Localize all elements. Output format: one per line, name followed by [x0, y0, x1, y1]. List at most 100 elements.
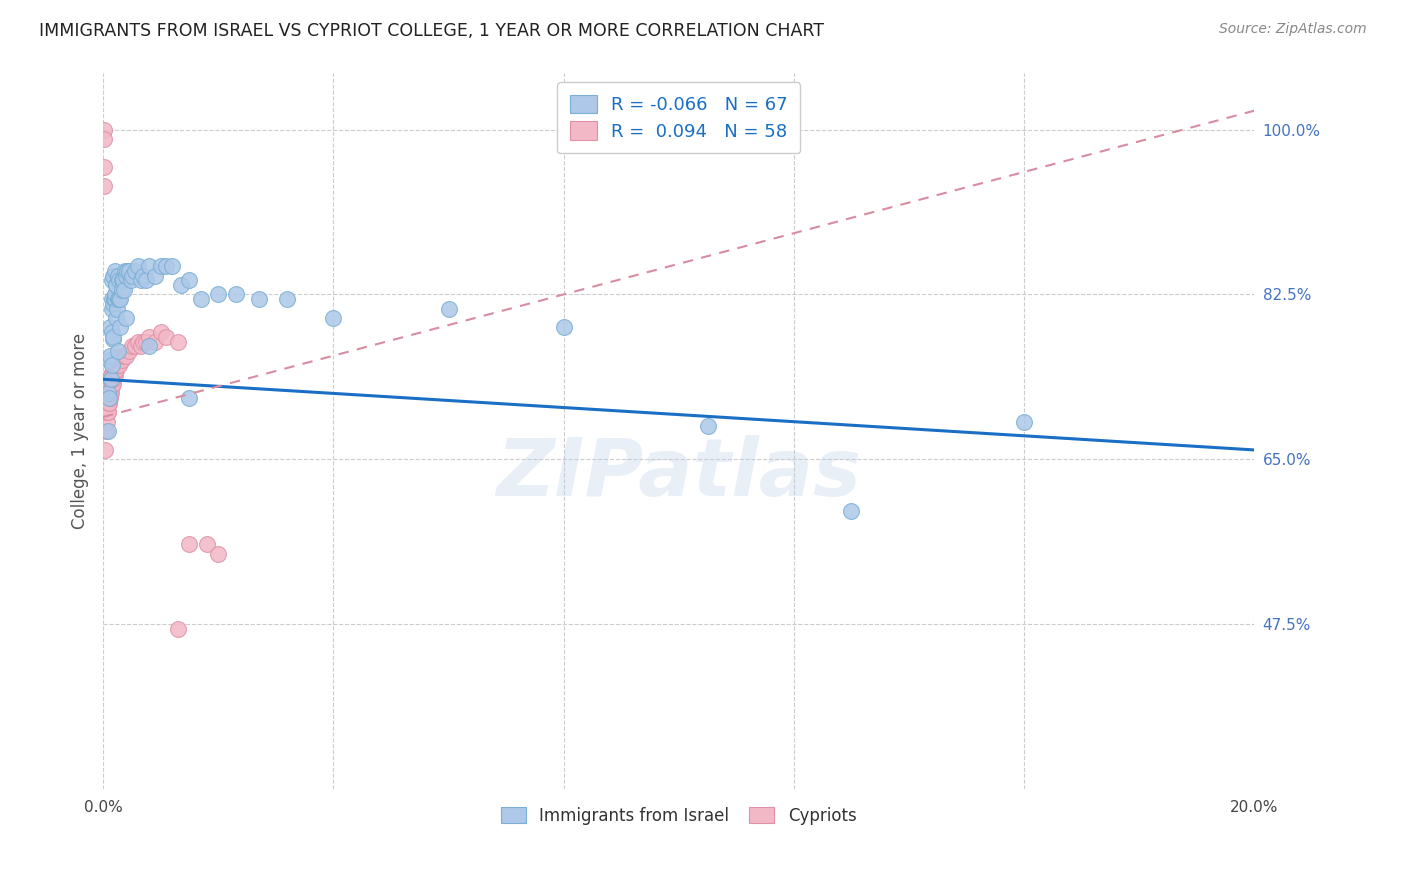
Point [138, 330, 160, 344]
Point [135, 334, 157, 349]
Point [100, 368, 122, 382]
Point [104, 287, 127, 301]
Point [93, 160, 115, 174]
Point [101, 332, 124, 346]
Y-axis label: College, 1 year or more: College, 1 year or more [72, 333, 89, 529]
Point [247, 292, 270, 306]
Point [98, 396, 121, 410]
Point [110, 292, 132, 306]
Point [207, 287, 229, 301]
Point [124, 339, 146, 353]
Point [553, 320, 575, 334]
Point [167, 334, 190, 349]
Point [114, 264, 136, 278]
Point [97, 386, 120, 401]
Point [207, 547, 229, 561]
Point [107, 292, 129, 306]
Point [103, 292, 125, 306]
Point [103, 330, 125, 344]
Point [93, 122, 115, 136]
Point [696, 419, 718, 434]
Point [115, 268, 138, 283]
Point [115, 311, 138, 326]
Point [100, 372, 122, 386]
Point [105, 278, 128, 293]
Point [195, 537, 218, 551]
Point [118, 264, 141, 278]
Point [108, 273, 131, 287]
Point [94, 405, 117, 419]
Point [94, 386, 117, 401]
Point [129, 273, 152, 287]
Point [104, 264, 127, 278]
Point [97, 391, 120, 405]
Point [111, 283, 134, 297]
Point [97, 386, 120, 401]
Point [138, 259, 160, 273]
Text: Source: ZipAtlas.com: Source: ZipAtlas.com [1219, 22, 1367, 37]
Point [105, 358, 128, 372]
Point [97, 353, 120, 368]
Point [322, 311, 344, 326]
Point [100, 358, 122, 372]
Point [104, 363, 127, 377]
Point [160, 259, 183, 273]
Point [143, 268, 166, 283]
Point [115, 349, 138, 363]
Point [104, 292, 127, 306]
Point [110, 349, 132, 363]
Point [101, 376, 124, 391]
Point [103, 268, 125, 283]
Point [94, 442, 117, 457]
Point [143, 334, 166, 349]
Point [93, 179, 115, 194]
Point [112, 273, 135, 287]
Point [121, 339, 143, 353]
Point [179, 391, 201, 405]
Point [179, 273, 201, 287]
Point [96, 415, 118, 429]
Point [101, 376, 124, 391]
Point [97, 376, 120, 391]
Point [94, 424, 117, 438]
Point [104, 363, 127, 377]
Point [107, 358, 129, 372]
Point [225, 287, 247, 301]
Point [149, 325, 172, 339]
Point [155, 259, 177, 273]
Point [97, 396, 120, 410]
Point [96, 405, 118, 419]
Point [101, 363, 124, 377]
Point [100, 386, 122, 401]
Point [100, 325, 122, 339]
Point [101, 273, 124, 287]
Point [112, 283, 135, 297]
Point [103, 372, 125, 386]
Point [118, 343, 141, 358]
Point [98, 349, 121, 363]
Point [98, 376, 121, 391]
Point [111, 353, 134, 368]
Point [138, 339, 160, 353]
Point [110, 273, 132, 287]
Point [117, 264, 139, 278]
Point [132, 334, 155, 349]
Point [105, 301, 128, 316]
Point [100, 382, 122, 396]
Point [124, 264, 146, 278]
Point [170, 278, 193, 293]
Point [97, 424, 120, 438]
Point [104, 368, 127, 382]
Point [96, 386, 118, 401]
Point [127, 334, 149, 349]
Point [107, 268, 129, 283]
Point [93, 132, 115, 146]
Point [107, 343, 129, 358]
Point [149, 259, 172, 273]
Point [276, 292, 298, 306]
Text: ZIPatlas: ZIPatlas [496, 435, 862, 513]
Point [155, 330, 177, 344]
Point [103, 368, 125, 382]
Legend: Immigrants from Israel, Cypriots: Immigrants from Israel, Cypriots [491, 797, 866, 835]
Point [100, 292, 122, 306]
